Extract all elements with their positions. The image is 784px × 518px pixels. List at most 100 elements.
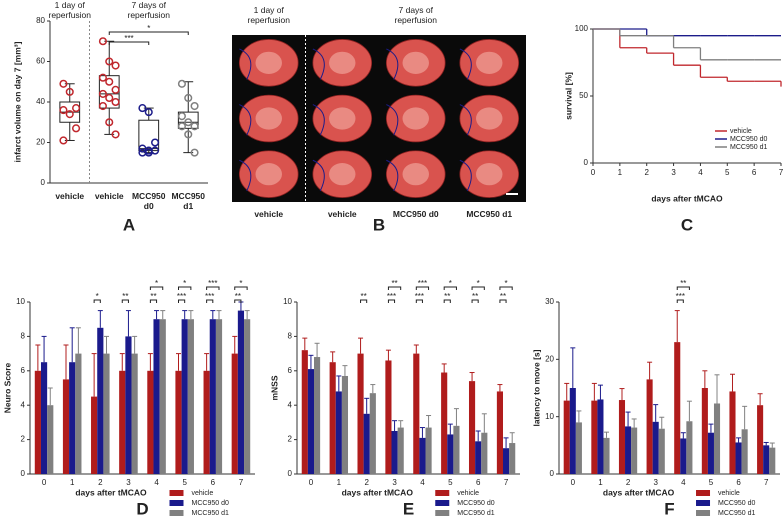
bar: [314, 357, 321, 474]
data-point: [59, 79, 68, 88]
bar: [631, 427, 638, 474]
bar: [40, 362, 48, 474]
significance-bracket: [178, 286, 192, 290]
x-tick-label: vehicle: [94, 191, 124, 201]
significance-bracket: [206, 286, 220, 290]
bar: [147, 370, 154, 474]
significance-label: *: [449, 279, 452, 288]
data-point: [105, 77, 114, 86]
brain-slice-center: [402, 107, 429, 130]
data-point: [98, 102, 107, 111]
x-tick-label: 1: [70, 478, 75, 487]
brain-slice-center: [329, 107, 356, 130]
x-tick-label: 2: [98, 478, 103, 487]
y-axis-label: latency to move [s]: [531, 349, 541, 426]
legend-swatch: [169, 490, 184, 496]
bar: [341, 375, 349, 474]
bar: [47, 405, 54, 474]
data-point: [72, 104, 81, 113]
significance-label: **: [150, 292, 156, 301]
bar: [441, 372, 448, 474]
significance-bracket: [499, 286, 513, 290]
infarct-outline: [459, 104, 472, 136]
significance-label: *: [505, 279, 508, 288]
box: [98, 75, 120, 109]
significance-label: **: [444, 292, 450, 301]
bar: [757, 405, 764, 474]
bar: [175, 370, 182, 474]
infarct-outline: [239, 48, 252, 80]
y-tick-label: 100: [575, 24, 589, 33]
significance-bracket: [415, 286, 430, 290]
x-tick-label: 7: [764, 478, 769, 487]
y-tick-label: 10: [16, 297, 25, 306]
bar: [397, 427, 404, 474]
x-tick-label: 0: [571, 478, 576, 487]
x-tick-label: 2: [644, 168, 649, 177]
x-tick-label: 6: [211, 478, 216, 487]
group-label: 7 days of reperfusion: [127, 0, 171, 20]
significance-bracket: [443, 299, 451, 303]
x-tick-label: 4: [681, 478, 686, 487]
infarct-outline: [459, 159, 472, 192]
bar: [391, 431, 398, 474]
infarct-outline: [239, 104, 252, 136]
data-point: [72, 124, 81, 133]
data-point: [111, 61, 120, 70]
bar: [385, 360, 392, 474]
legend-label: vehicle: [730, 128, 752, 135]
bar: [729, 391, 736, 474]
x-axis-label: days after tMCAO: [603, 487, 675, 497]
bar: [209, 319, 216, 474]
data-point: [184, 130, 193, 139]
infarct-outline: [312, 104, 325, 136]
significance-label: *: [96, 292, 99, 301]
bar: [652, 421, 659, 474]
bar: [713, 403, 721, 474]
bar: [34, 370, 41, 474]
bar: [215, 319, 223, 474]
infarct-outline: [239, 159, 252, 192]
data-point: [105, 57, 114, 66]
significance-bracket: [360, 299, 368, 303]
box: [177, 111, 199, 129]
brain-slice-center: [476, 51, 503, 74]
bar: [481, 432, 488, 474]
bar: [674, 342, 681, 474]
x-tick-label: vehicle: [55, 191, 85, 201]
x-tick-label: 7: [239, 478, 244, 487]
data-point: [138, 104, 147, 113]
y-tick-label: 0: [550, 469, 555, 478]
data-point: [59, 136, 68, 145]
y-tick-label: 80: [36, 16, 45, 25]
data-point: [98, 73, 107, 82]
bar: [329, 362, 336, 474]
x-tick-label: 5: [182, 478, 187, 487]
bar: [597, 399, 604, 474]
significance-bracket: [234, 299, 242, 303]
significance-label: ***: [415, 292, 424, 301]
legend-label: vehicle: [457, 490, 479, 497]
legend-label: MCC950 d1: [457, 510, 494, 517]
legend-swatch: [169, 500, 184, 506]
significance-bracket: [415, 299, 423, 303]
legend-swatch: [435, 500, 450, 506]
y-tick-label: 10: [545, 412, 554, 421]
significance-label: *: [147, 24, 150, 33]
x-tick-label: 1: [598, 478, 603, 487]
infarct-outline: [312, 159, 325, 192]
bar: [625, 426, 632, 474]
significance-bracket: [206, 299, 214, 303]
bar: [203, 370, 210, 474]
bar: [763, 445, 770, 474]
significance-bracket: [387, 286, 402, 290]
x-tick-label: 3: [653, 478, 658, 487]
significance-bracket: [93, 299, 101, 303]
data-point: [151, 138, 160, 147]
significance-label: **: [680, 279, 686, 288]
x-tick-label: MCC950 d0: [131, 191, 166, 211]
brain-slice-center: [402, 163, 429, 186]
box: [138, 119, 160, 152]
